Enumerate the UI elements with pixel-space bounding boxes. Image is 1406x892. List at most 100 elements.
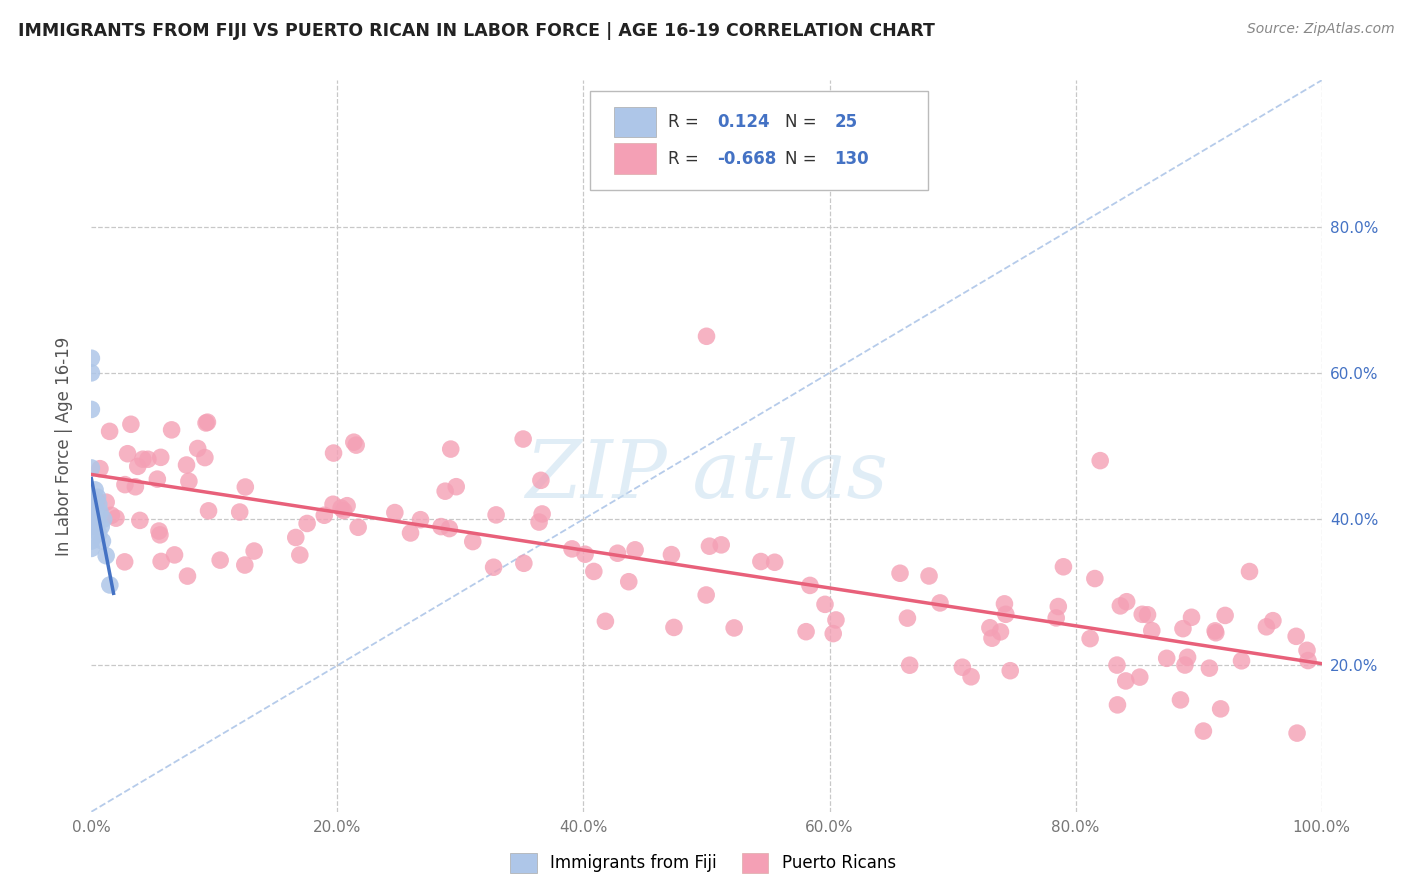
Point bbox=[444, 480, 467, 494]
Point bbox=[80, 366, 103, 380]
Point bbox=[96, 549, 117, 563]
Point bbox=[799, 578, 821, 592]
Text: R =: R = bbox=[668, 113, 704, 131]
Point bbox=[336, 499, 359, 513]
Point bbox=[1296, 643, 1319, 657]
Point bbox=[617, 574, 640, 589]
Point bbox=[98, 578, 121, 592]
Point bbox=[1174, 658, 1197, 673]
Point bbox=[1286, 726, 1309, 740]
Point bbox=[295, 516, 318, 531]
Point bbox=[574, 547, 596, 561]
Text: ZIP atlas: ZIP atlas bbox=[524, 436, 889, 514]
Point bbox=[80, 498, 103, 512]
Point bbox=[89, 461, 111, 475]
Point bbox=[1140, 624, 1163, 638]
Point bbox=[124, 480, 146, 494]
Point bbox=[1192, 724, 1215, 739]
Point bbox=[1239, 565, 1261, 579]
Point bbox=[176, 458, 198, 472]
Point bbox=[1136, 607, 1159, 622]
Point bbox=[87, 526, 110, 541]
Point bbox=[434, 484, 457, 499]
FancyBboxPatch shape bbox=[614, 144, 657, 174]
Point bbox=[918, 569, 941, 583]
Point bbox=[1205, 625, 1227, 640]
Point bbox=[132, 452, 155, 467]
Point bbox=[149, 528, 172, 542]
FancyBboxPatch shape bbox=[614, 107, 657, 137]
Point bbox=[197, 415, 219, 429]
Point bbox=[160, 423, 183, 437]
Point bbox=[814, 598, 837, 612]
Point bbox=[662, 620, 685, 634]
Point bbox=[100, 508, 122, 523]
Point bbox=[80, 490, 103, 504]
Point bbox=[1115, 673, 1137, 688]
Point bbox=[595, 615, 617, 629]
Point bbox=[288, 548, 311, 562]
Point bbox=[105, 511, 128, 525]
Point bbox=[117, 447, 139, 461]
Point bbox=[343, 435, 366, 450]
Point bbox=[960, 670, 983, 684]
Point bbox=[1084, 572, 1107, 586]
Text: 25: 25 bbox=[834, 113, 858, 131]
Point bbox=[763, 555, 786, 569]
Text: R =: R = bbox=[668, 150, 704, 168]
Point bbox=[409, 513, 432, 527]
Point bbox=[80, 461, 103, 475]
Point bbox=[531, 507, 554, 521]
Point bbox=[1107, 698, 1129, 712]
Point bbox=[1156, 651, 1178, 665]
Point bbox=[89, 505, 111, 519]
Point bbox=[233, 480, 256, 494]
Point bbox=[177, 475, 200, 489]
Point bbox=[439, 522, 461, 536]
Point bbox=[332, 503, 354, 517]
Point bbox=[347, 520, 370, 534]
Point bbox=[710, 538, 733, 552]
Point bbox=[146, 472, 169, 486]
Point bbox=[1129, 670, 1152, 684]
Point bbox=[823, 626, 845, 640]
Point bbox=[582, 565, 605, 579]
Point bbox=[1261, 614, 1284, 628]
Point bbox=[197, 504, 219, 518]
Text: N =: N = bbox=[785, 150, 823, 168]
Point bbox=[322, 497, 344, 511]
Text: -0.668: -0.668 bbox=[717, 150, 778, 168]
Point bbox=[90, 519, 112, 533]
Point bbox=[994, 607, 1017, 622]
Point bbox=[384, 506, 406, 520]
Point bbox=[695, 588, 717, 602]
Point bbox=[898, 658, 921, 673]
Point bbox=[993, 597, 1015, 611]
Point bbox=[981, 631, 1004, 645]
Point bbox=[512, 432, 534, 446]
Point bbox=[1209, 702, 1232, 716]
Point bbox=[1130, 607, 1153, 622]
Point bbox=[322, 446, 344, 460]
Point bbox=[86, 490, 108, 504]
Point bbox=[1088, 453, 1111, 467]
Point bbox=[1230, 654, 1253, 668]
Text: 0.124: 0.124 bbox=[717, 113, 770, 131]
Point bbox=[93, 512, 115, 526]
Point bbox=[284, 531, 307, 545]
Point bbox=[695, 329, 717, 343]
Point bbox=[1213, 608, 1236, 623]
Point bbox=[1052, 559, 1074, 574]
Point bbox=[80, 512, 103, 526]
Point bbox=[148, 524, 170, 538]
Point bbox=[86, 493, 108, 508]
Point bbox=[194, 450, 217, 465]
Point bbox=[243, 544, 266, 558]
Point bbox=[485, 508, 508, 522]
Point bbox=[233, 558, 256, 572]
Point bbox=[1285, 629, 1308, 643]
Point bbox=[723, 621, 745, 635]
Point bbox=[1109, 599, 1132, 613]
Point bbox=[136, 452, 159, 467]
Point bbox=[661, 548, 683, 562]
